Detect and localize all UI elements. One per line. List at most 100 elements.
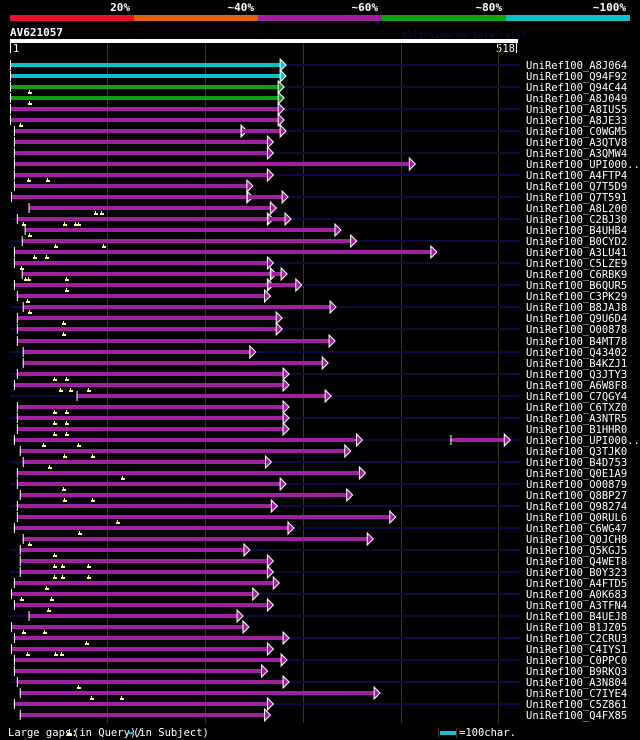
hit-row[interactable]: UniRef100_UPI000.. — [13, 156, 640, 172]
hit-row[interactable]: UniRef100_C7IYE4 — [19, 685, 627, 701]
hit-name[interactable]: UniRef100_O00878 — [526, 324, 627, 336]
hit-row[interactable]: UniRef100_Q7T5D9 — [13, 178, 627, 194]
hit-row[interactable]: UniRef100_B4D753 — [10, 454, 627, 470]
hit-row[interactable]: UniRef100_B0Y323 — [10, 564, 627, 580]
hit-row[interactable]: UniRef100_C0PPC0 — [10, 652, 627, 668]
hit-name[interactable]: UniRef100_A4FTP4 — [526, 170, 627, 182]
hit-name[interactable]: UniRef100_B4MT78 — [526, 336, 627, 348]
hit-row[interactable]: UniRef100_Q7T591 — [10, 189, 627, 205]
hit-name[interactable]: UniRef100_A3QMW4 — [526, 148, 627, 160]
hit-row[interactable]: UniRef100_Q4FX85 — [19, 707, 627, 723]
hit-row[interactable]: UniRef100_Q0JCH8 — [22, 531, 627, 547]
hit-row[interactable]: UniRef100_UPI000.. — [10, 432, 640, 448]
hit-row[interactable]: UniRef100_Q3JTY3 — [10, 366, 627, 382]
hit-name[interactable]: UniRef100_Q3JTY3 — [526, 369, 627, 381]
hit-name[interactable]: UniRef100_UPI000.. — [526, 435, 640, 447]
hit-name[interactable]: UniRef100_C7IYE4 — [526, 688, 627, 700]
hit-name[interactable]: UniRef100_B4UEJ8 — [526, 611, 627, 623]
hit-row[interactable]: UniRef100_B4UHB4 — [24, 222, 627, 238]
hit-row[interactable]: UniRef100_C5Z861 — [10, 696, 627, 712]
hit-row[interactable]: UniRef100_B0CYD2 — [10, 233, 627, 249]
hit-name[interactable]: UniRef100_A8L200 — [526, 203, 627, 215]
hit-name[interactable]: UniRef100_B1HHR0 — [526, 424, 627, 436]
hit-row[interactable]: UniRef100_B6QUR5 — [10, 277, 627, 293]
hit-row[interactable]: UniRef100_B9RKQ3 — [13, 663, 627, 679]
hit-name[interactable]: UniRef100_C0WGM5 — [526, 126, 627, 138]
hit-name[interactable]: UniRef100_A8IUS5 — [526, 104, 627, 116]
hit-name[interactable]: UniRef100_C6WG47 — [526, 523, 627, 535]
hit-name[interactable]: UniRef100_C3PK29 — [526, 291, 627, 303]
hit-row[interactable]: UniRef100_A0K683 — [10, 586, 627, 602]
hit-row[interactable]: UniRef100_Q9U6D4 — [16, 310, 627, 326]
hit-row[interactable]: UniRef100_A6W8F8 — [13, 377, 627, 393]
hit-name[interactable]: UniRef100_A4FTD5 — [526, 578, 627, 590]
hit-name[interactable]: UniRef100_Q5KGJ5 — [526, 545, 627, 557]
hit-row[interactable]: UniRef100_Q43402 — [10, 344, 627, 360]
hit-name[interactable]: UniRef100_C6TXZ0 — [526, 402, 627, 414]
hit-name[interactable]: UniRef100_C2CRU3 — [526, 633, 627, 645]
hit-name[interactable]: UniRef100_C0PPC0 — [526, 655, 627, 667]
hit-row[interactable]: UniRef100_Q4WET8 — [19, 553, 627, 569]
hit-name[interactable]: UniRef100_Q94C44 — [526, 82, 627, 94]
hit-name[interactable]: UniRef100_Q4WET8 — [526, 556, 627, 568]
hit-row[interactable]: UniRef100_C3PK29 — [16, 288, 627, 304]
hit-row[interactable]: UniRef100_B4KZJ1 — [22, 355, 627, 371]
hit-name[interactable]: UniRef100_A3N804 — [526, 677, 627, 689]
hit-name[interactable]: UniRef100_B4UHB4 — [526, 225, 627, 237]
hit-name[interactable]: UniRef100_Q3TJK0 — [526, 446, 627, 458]
hit-name[interactable]: UniRef100_C5Z861 — [526, 699, 627, 711]
hit-row[interactable]: UniRef100_B1JZ05 — [10, 619, 627, 635]
hit-row[interactable]: UniRef100_B1HHR0 — [16, 421, 627, 437]
hit-row[interactable]: UniRef100_Q0RUL6 — [16, 509, 627, 525]
hit-name[interactable]: UniRef100_B4D753 — [526, 457, 627, 469]
hit-name[interactable]: UniRef100_C5LZE9 — [526, 258, 627, 270]
hit-row[interactable]: UniRef100_A3QMW4 — [10, 145, 627, 161]
hit-name[interactable]: UniRef100_Q98274 — [526, 501, 627, 513]
hit-name[interactable]: UniRef100_Q7T591 — [526, 192, 627, 204]
hit-name[interactable]: UniRef100_Q0E1A9 — [526, 468, 627, 480]
hit-row[interactable]: UniRef100_A8J064 — [10, 57, 627, 73]
hit-name[interactable]: UniRef100_Q43402 — [526, 347, 627, 359]
hit-row[interactable]: UniRef100_A4FTP4 — [10, 167, 627, 183]
hit-row[interactable]: UniRef100_Q5KGJ5 — [10, 542, 627, 558]
hit-row[interactable]: UniRef100_B8JAJ8 — [10, 299, 627, 315]
hit-row[interactable]: UniRef100_C2CRU3 — [10, 630, 627, 646]
hit-row[interactable]: UniRef100_A4FTD5 — [13, 575, 627, 591]
hit-name[interactable]: UniRef100_Q7T5D9 — [526, 181, 627, 193]
hit-row[interactable]: UniRef100_A8L200 — [28, 200, 628, 216]
hit-name[interactable]: UniRef100_C6RBK9 — [526, 269, 627, 281]
hit-name[interactable]: UniRef100_A6W8F8 — [526, 380, 627, 392]
hit-row[interactable]: UniRef100_B4UEJ8 — [10, 608, 627, 624]
hit-row[interactable]: UniRef100_A8JE33 — [10, 112, 627, 128]
hit-row[interactable]: UniRef100_O00878 — [10, 321, 627, 337]
hit-name[interactable]: UniRef100_A3LU41 — [526, 247, 627, 259]
hit-row[interactable]: UniRef100_B4MT78 — [16, 333, 627, 349]
hit-name[interactable]: UniRef100_C2BJ30 — [526, 214, 627, 226]
hit-name[interactable]: UniRef100_UPI000.. — [526, 159, 640, 171]
hit-row[interactable]: UniRef100_Q94C44 — [10, 79, 627, 95]
hit-name[interactable]: UniRef100_A3QTV8 — [526, 137, 627, 149]
hit-name[interactable]: UniRef100_Q0RUL6 — [526, 512, 627, 524]
hit-name[interactable]: UniRef100_A3NTR5 — [526, 413, 627, 425]
hit-row[interactable]: UniRef100_A8J049 — [10, 90, 627, 106]
hit-row[interactable]: UniRef100_C0WGM5 — [10, 123, 627, 139]
hit-name[interactable]: UniRef100_O00879 — [526, 479, 627, 491]
hit-name[interactable]: UniRef100_B4KZJ1 — [526, 358, 627, 370]
hit-row[interactable]: UniRef100_A3QTV8 — [13, 134, 627, 150]
hit-row[interactable]: UniRef100_C6RBK9 — [21, 266, 627, 282]
hit-name[interactable]: UniRef100_Q0JCH8 — [526, 534, 627, 546]
hit-name[interactable]: UniRef100_Q9U6D4 — [526, 313, 627, 325]
hit-name[interactable]: UniRef100_A3TFN4 — [526, 600, 627, 612]
hit-row[interactable]: UniRef100_O00879 — [10, 476, 627, 492]
hit-name[interactable]: UniRef100_A8J064 — [526, 60, 627, 72]
hit-name[interactable]: UniRef100_B9RKQ3 — [526, 666, 627, 678]
hit-row[interactable]: UniRef100_A8IUS5 — [10, 101, 627, 117]
hit-row[interactable]: UniRef100_C6WG47 — [10, 520, 627, 536]
hit-name[interactable]: UniRef100_A8J049 — [526, 93, 627, 105]
hit-name[interactable]: UniRef100_B8JAJ8 — [526, 302, 627, 314]
hit-name[interactable]: UniRef100_Q94F92 — [526, 71, 627, 83]
hit-row[interactable]: UniRef100_C5LZE9 — [10, 255, 627, 271]
hit-name[interactable]: UniRef100_B0Y323 — [526, 567, 627, 579]
hit-row[interactable]: UniRef100_Q0E1A9 — [16, 465, 627, 481]
hit-row[interactable]: UniRef100_Q98274 — [10, 498, 627, 514]
